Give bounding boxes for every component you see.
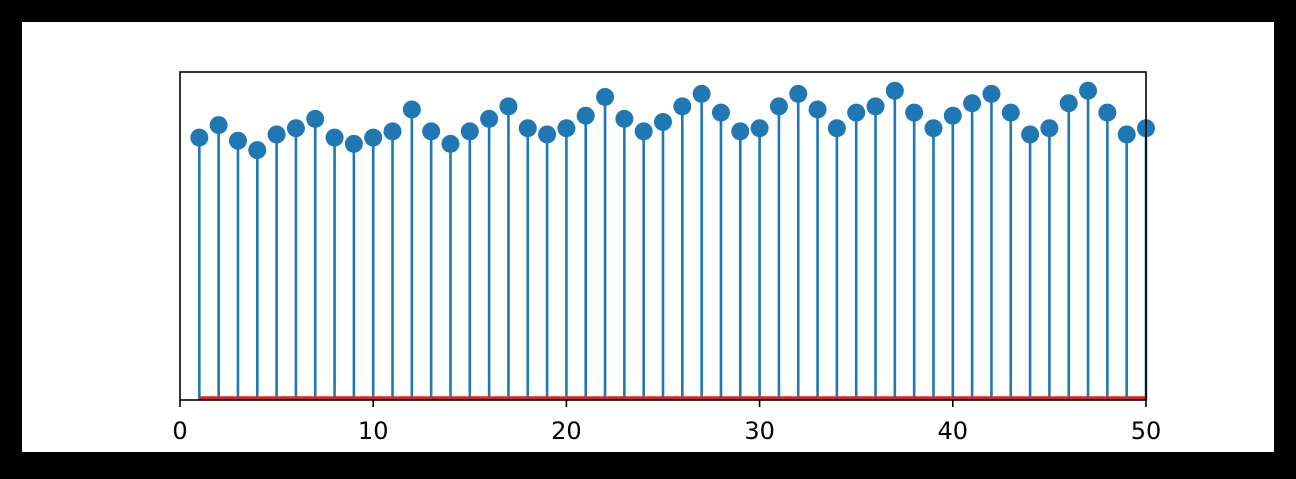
stem-marker <box>769 97 788 116</box>
stem-marker <box>827 119 846 138</box>
stem-marker <box>576 106 595 125</box>
stem-marker <box>441 134 460 153</box>
stem-markers <box>190 81 1155 160</box>
stem-marker <box>422 122 441 141</box>
stem-marker <box>383 122 402 141</box>
stem-marker <box>654 112 672 131</box>
stem-marker <box>325 128 344 147</box>
stem-marker <box>364 128 383 147</box>
x-tick-label: 20 <box>551 417 582 445</box>
stem-marker <box>402 100 421 119</box>
stem-marker <box>1021 125 1040 144</box>
stem-marker <box>924 119 943 138</box>
stem-marker <box>286 119 305 138</box>
stem-marker <box>1117 125 1136 144</box>
stem-marker <box>267 125 286 144</box>
stem-marker <box>789 84 808 103</box>
stem-marker <box>982 84 1001 103</box>
stem-marker <box>711 103 730 122</box>
stem-marker <box>190 128 209 147</box>
x-tick-label: 40 <box>938 417 969 445</box>
stem-marker <box>1079 81 1098 100</box>
stem-marker <box>248 141 267 160</box>
stem-marker <box>499 97 518 116</box>
stem-marker <box>344 134 363 153</box>
stem-marker <box>750 119 769 138</box>
stem-marker <box>905 103 924 122</box>
stem-marker <box>460 122 479 141</box>
stem-marker <box>228 131 247 150</box>
canvas-background <box>22 22 1274 452</box>
stem-marker <box>538 125 557 144</box>
stem-marker <box>596 87 615 106</box>
stem-marker <box>480 109 499 128</box>
x-tick-label: 10 <box>358 417 389 445</box>
axes-frame <box>179 71 1147 401</box>
stem-marker <box>615 109 634 128</box>
stem-marker <box>963 94 982 113</box>
stem-marker <box>1040 119 1059 138</box>
x-tick-label: 30 <box>744 417 775 445</box>
stem-lines <box>198 90 1148 400</box>
stem-marker <box>557 119 576 138</box>
x-axis-ticks: 0 10 20 30 40 50 <box>172 400 1161 445</box>
x-tick-label: 0 <box>172 417 187 445</box>
stem-marker <box>866 97 885 116</box>
stem-marker <box>1059 94 1078 113</box>
stem-marker <box>1098 103 1117 122</box>
stem-marker <box>634 122 653 141</box>
stem-marker <box>943 106 962 125</box>
stem-marker <box>673 97 692 116</box>
stem-marker <box>306 109 325 128</box>
stem-marker <box>692 84 711 103</box>
x-tick-label: 50 <box>1131 417 1162 445</box>
stem-marker <box>518 119 537 138</box>
stem-marker <box>731 122 750 141</box>
stem-marker <box>209 116 228 135</box>
stem-marker <box>808 100 827 119</box>
stem-marker <box>847 103 866 122</box>
stem-marker <box>1001 103 1020 122</box>
stem-marker <box>885 81 904 100</box>
